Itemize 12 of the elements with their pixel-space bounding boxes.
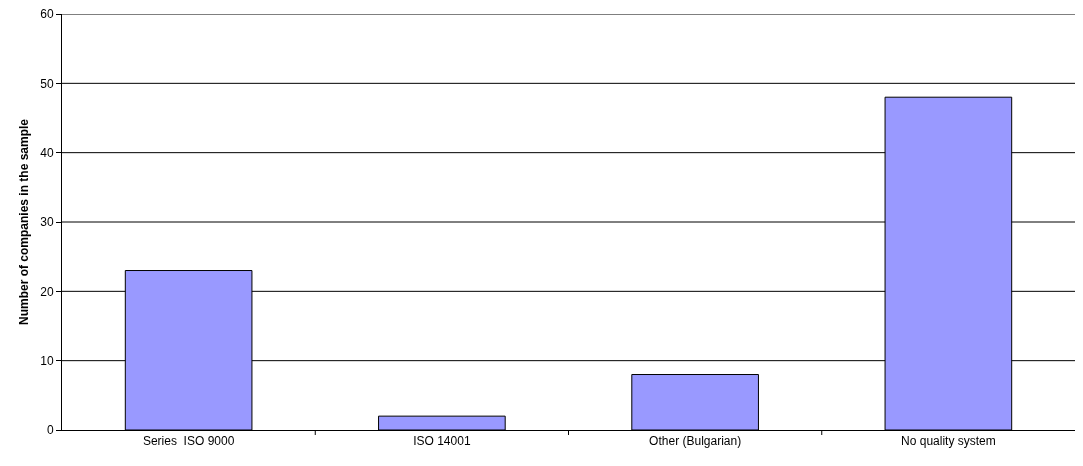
y-axis-title: Number of companies in the sample xyxy=(17,118,31,326)
y-tick-label: 20 xyxy=(40,284,54,299)
y-tick-label: 50 xyxy=(40,76,54,91)
y-tick-label: 30 xyxy=(40,215,54,230)
y-tick-label: 10 xyxy=(40,353,54,368)
x-tick-label: Other (Bulgarian) xyxy=(649,434,742,449)
y-tick-label: 40 xyxy=(40,145,54,160)
x-tick-label: No quality system xyxy=(901,434,996,449)
y-tick-label: 60 xyxy=(40,7,54,22)
y-tick-label: 0 xyxy=(46,423,54,438)
x-tick-label: Series ISO 9000 xyxy=(142,434,235,449)
x-tick-label: ISO 14001 xyxy=(413,434,471,449)
